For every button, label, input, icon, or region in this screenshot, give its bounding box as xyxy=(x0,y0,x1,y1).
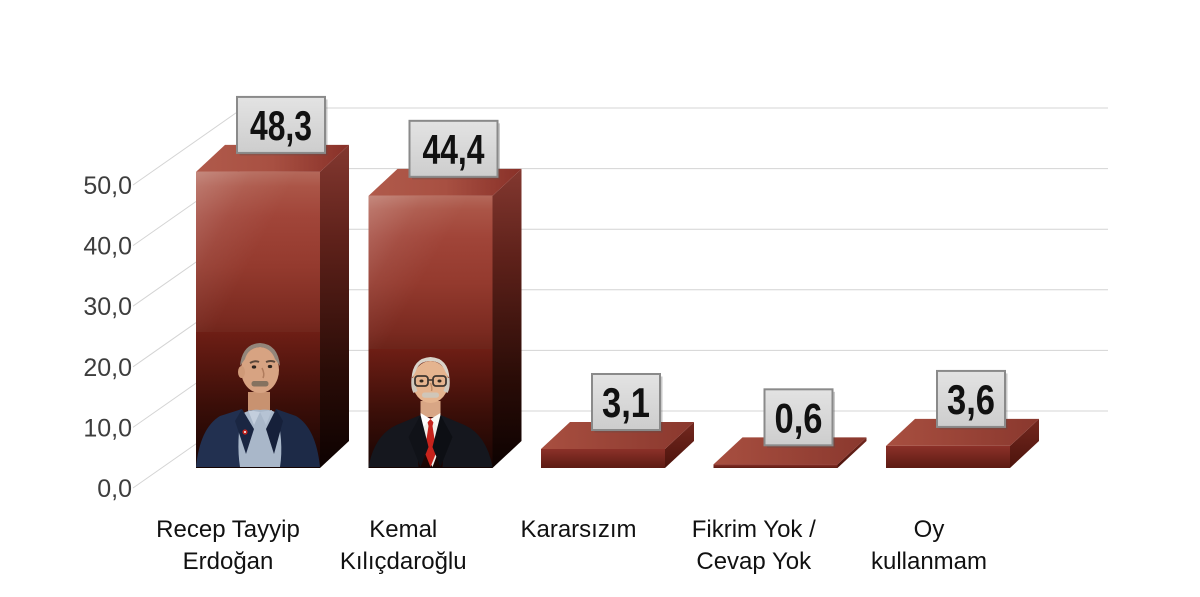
x-axis: Recep Tayyip Erdoğan Kemal Kılıçdaroğlu Kara… xyxy=(156,516,987,575)
category-label-line: kullanmam xyxy=(871,548,987,575)
y-axis: 0,0 10,0 20,0 30,0 40,0 50,0 xyxy=(83,172,132,503)
bar-front-face xyxy=(886,445,1010,468)
category-label-line: Erdoğan xyxy=(183,548,274,575)
y-tick-label: 50,0 xyxy=(83,172,132,200)
y-tick-label: 20,0 xyxy=(83,354,132,382)
category-label-oy-kullanmam: Oy kullanmam xyxy=(871,516,987,575)
bar-erdogan xyxy=(196,144,349,468)
category-label-line: Cevap Yok xyxy=(696,548,812,575)
bar-kilicdaroglu xyxy=(368,168,522,468)
data-label-kararsizim: 3,1 xyxy=(591,372,663,433)
category-label-line: Kemal xyxy=(369,516,437,543)
bars xyxy=(196,144,1039,468)
y-tick-label: 0,0 xyxy=(97,475,132,503)
bar-side-face xyxy=(492,168,522,468)
bar-side-face xyxy=(665,421,694,468)
category-label-line: Fikrim Yok / xyxy=(692,516,816,543)
y-tick-label: 30,0 xyxy=(83,293,132,321)
data-label-kilicdaroglu: 44,4 xyxy=(408,119,500,180)
bar-front-face xyxy=(713,464,838,468)
data-label-oy-kullanmam: 3,6 xyxy=(936,369,1008,430)
data-label-fikrim-yok-cevap-yok: 0,6 xyxy=(763,388,835,448)
category-label-fikrim-yok-cevap-yok: Fikrim Yok / Cevap Yok xyxy=(692,516,816,575)
category-label-line: Kararsızım xyxy=(520,516,636,543)
data-label-value: 44,4 xyxy=(423,126,485,173)
category-label-erdogan: Recep Tayyip Erdoğan xyxy=(156,516,300,575)
kilicdaroglu-photo xyxy=(368,349,493,467)
data-label-value: 3,6 xyxy=(947,376,995,423)
data-label-value: 3,1 xyxy=(602,379,650,426)
bar-side-face xyxy=(837,437,867,468)
data-label-erdogan: 48,3 xyxy=(236,95,328,156)
bar-front-face xyxy=(541,448,665,468)
data-labels: 48,3 44,4 3,1 0,6 3,6 xyxy=(236,95,1008,448)
erdogan-photo xyxy=(196,332,320,467)
y-tick-label: 40,0 xyxy=(83,233,132,261)
category-label-kilicdaroglu: Kemal Kılıçdaroğlu xyxy=(340,516,467,575)
category-label-kararsizim: Kararsızım xyxy=(520,516,636,543)
y-tick-label: 10,0 xyxy=(83,414,132,442)
bar-side-face xyxy=(320,144,349,468)
category-label-line: Oy xyxy=(914,516,945,543)
data-label-value: 0,6 xyxy=(775,394,823,441)
bar-side-face xyxy=(1010,418,1039,468)
data-label-value: 48,3 xyxy=(250,102,312,149)
category-label-line: Recep Tayyip xyxy=(156,516,300,543)
category-label-line: Kılıçdaroğlu xyxy=(340,548,467,575)
